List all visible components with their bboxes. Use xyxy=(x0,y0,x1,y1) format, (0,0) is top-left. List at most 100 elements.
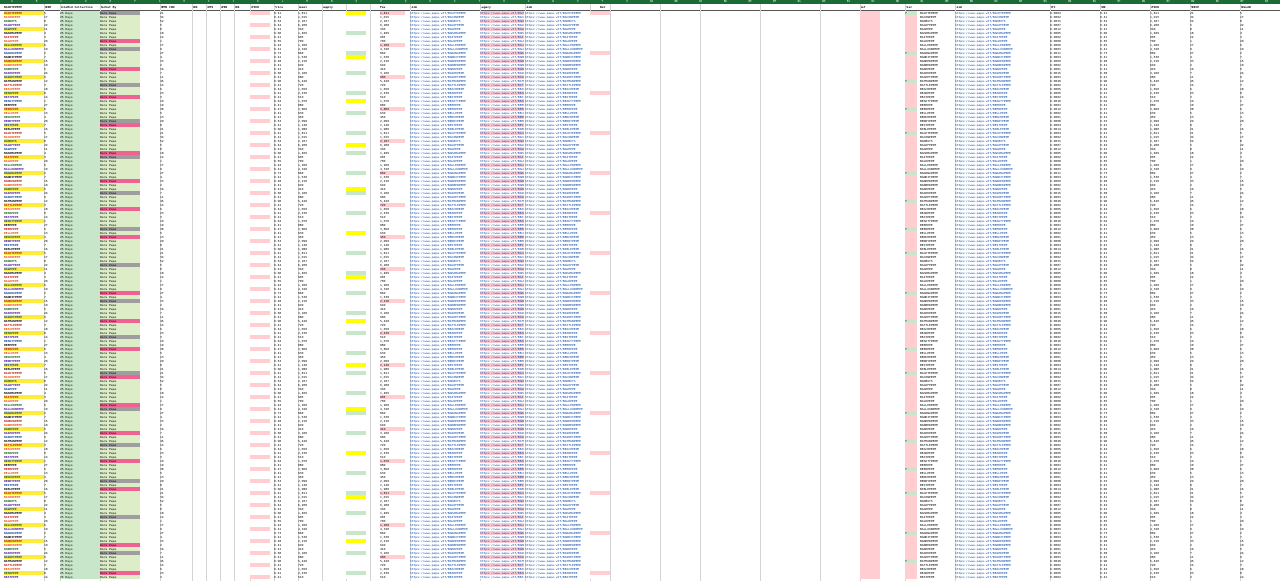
link-cell[interactable]: https://www.pepe.wtf/BATTLEPEPE xyxy=(410,203,478,207)
market-cell[interactable]: Rare Pepe xyxy=(100,211,140,215)
qty-cell[interactable]: 22 xyxy=(44,143,60,147)
qty-cell[interactable]: 1 xyxy=(44,99,60,103)
header-cell-w[interactable]: EUR xyxy=(1100,4,1120,10)
price-cell[interactable]: 0.41 xyxy=(274,215,294,219)
header-cell-l[interactable]: Resel xyxy=(298,4,318,10)
name-cell-2[interactable]: BAITPEPE xyxy=(920,155,954,159)
flag-cell[interactable] xyxy=(346,147,366,151)
qty-cell[interactable]: 7 xyxy=(44,243,60,247)
btc-cell[interactable]: 0.0002 xyxy=(1050,95,1090,99)
column-letter[interactable]: S xyxy=(443,0,467,4)
link-cell[interactable]: https://www.pepe.wtf/BANANAPEPE xyxy=(410,51,478,55)
name-cell-2[interactable]: BATTLEPEPE xyxy=(920,203,954,207)
fav-cell[interactable]: 1,140 xyxy=(380,243,405,247)
link-cell[interactable]: https://www.pepe.wtf/BAGOFPEPE xyxy=(410,143,478,147)
price-cell-2[interactable]: 16 xyxy=(1190,67,1234,71)
market-cell[interactable]: Rare Pepe xyxy=(100,15,140,19)
flag-cell[interactable] xyxy=(346,187,366,191)
stock-cell[interactable] xyxy=(250,163,270,167)
eur-cell[interactable]: 0.41 xyxy=(1100,195,1140,199)
stock-cell-2[interactable]: 510 xyxy=(1150,95,1188,99)
rel-cell[interactable] xyxy=(590,175,610,179)
rems-cell[interactable]: 23 xyxy=(160,91,190,95)
name-cell-2[interactable]: BACONPEPE xyxy=(920,15,954,19)
stock-cell[interactable] xyxy=(250,227,270,231)
ref-cell[interactable] xyxy=(860,31,880,35)
resel-cell[interactable]: 5,420 xyxy=(298,79,318,83)
resel-cell[interactable]: 860 xyxy=(298,171,318,175)
link-cell-2[interactable]: https://www.pepe.wtf/BATTLEPEPE xyxy=(525,83,589,87)
flag-cell[interactable] xyxy=(346,163,366,167)
market-cell[interactable]: Rare Pepe xyxy=(100,139,140,143)
resel-cell[interactable]: 1,650 xyxy=(298,207,318,211)
price-cell[interactable]: 0.41 xyxy=(274,63,294,67)
ref-cell[interactable] xyxy=(860,243,880,247)
collection-cell[interactable]: 25 Days xyxy=(60,211,100,215)
stock-cell-2[interactable]: 1,811 xyxy=(1150,131,1188,135)
market-cell[interactable]: Rare Pepe xyxy=(100,243,140,247)
link-cell[interactable]: https://www.pepe.wtf/BENCHPEPE xyxy=(410,235,478,239)
fav-cell[interactable]: 410 xyxy=(380,187,405,191)
eur-cell[interactable]: 0.47 xyxy=(1100,107,1140,111)
resel-cell[interactable]: 450 xyxy=(298,115,318,119)
collection-cell[interactable]: 25 Days xyxy=(60,47,100,51)
stock-cell[interactable] xyxy=(250,239,270,243)
fav-cell[interactable]: 3,100 xyxy=(380,191,405,195)
rems-cell[interactable]: 21 xyxy=(160,127,190,131)
name-cell-2[interactable]: BAGPEPE xyxy=(920,147,954,151)
price-cell[interactable]: 0.41 xyxy=(274,111,294,115)
link-cell-2[interactable]: https://www.pepe.wtf/BACKTEPEPE xyxy=(525,131,589,135)
link-cell-2[interactable]: https://www.pepe.wtf/BAGPEPE xyxy=(525,147,589,151)
btc-cell[interactable]: 0.0004 xyxy=(1050,123,1090,127)
collection-cell[interactable]: 25 Days xyxy=(60,199,100,203)
rel-cell[interactable] xyxy=(590,163,610,167)
link-cell-2[interactable]: https://www.pepe.wtf/BEATPEPE xyxy=(525,215,589,219)
rems-cell[interactable]: 18 xyxy=(160,151,190,155)
name-cell[interactable]: BANANAPEPE xyxy=(4,171,44,175)
name-cell[interactable]: BASEDPEPE xyxy=(4,191,44,195)
btc-cell[interactable]: 0.0008 xyxy=(1050,119,1090,123)
dollar-cell[interactable]: 14 xyxy=(1240,215,1276,219)
market-cell[interactable]: Rare Pepe xyxy=(100,107,140,111)
market-cell[interactable]: Rare Pepe xyxy=(100,99,140,103)
resel-cell[interactable]: 1,811 xyxy=(298,131,318,135)
price-cell[interactable]: 0.41 xyxy=(274,123,294,127)
link-cell-2[interactable]: https://www.pepe.wtf/BERRYPEPE xyxy=(525,239,589,243)
collection-cell[interactable]: 25 Days xyxy=(60,79,100,83)
dollar-cell[interactable]: 13 xyxy=(1240,111,1276,115)
price-cell-2[interactable]: 5 xyxy=(1190,23,1234,27)
flag-cell[interactable] xyxy=(346,67,366,71)
price-cell[interactable]: 0.58 xyxy=(274,71,294,75)
header-cell-i[interactable]: DOS xyxy=(234,4,248,10)
name-cell[interactable]: BAITPEPE xyxy=(4,155,44,159)
eur-cell[interactable]: 0.53 xyxy=(1100,239,1140,243)
stock-cell-2[interactable]: 1,140 xyxy=(1150,123,1188,127)
market-cell[interactable]: Rare Pepe xyxy=(100,71,140,75)
legacy-link-cell[interactable]: https://www.pepe.wtf/BESTPEPE xyxy=(480,123,524,127)
stock-cell[interactable] xyxy=(250,235,270,239)
table-row[interactable]: BADBOYS 8 25 Days Rare Pepe 52 0.52 2,107 2,107… xyxy=(0,139,1280,143)
name-cell[interactable]: BERRYPEPE xyxy=(4,119,44,123)
price-cell[interactable]: 0.47 xyxy=(274,107,294,111)
link-cell[interactable]: https://www.pepe.wtf/BEARPEPE xyxy=(410,91,478,95)
link-cell-3[interactable]: https://www.pepe.wtf/BAGPEPE xyxy=(955,27,1045,31)
price-cell-2[interactable]: 19 xyxy=(1190,219,1234,223)
table-row[interactable]: BAHAMAPEPE 4 25 Days Rare Pepe 18 0.60 1,409 1,… xyxy=(0,31,1280,35)
name-cell-2[interactable]: BANKERPEPE xyxy=(920,179,954,183)
resel-cell[interactable]: 510 xyxy=(298,575,318,579)
legacy-link-cell[interactable]: https://www.pepe.wtf/BEARPEPE xyxy=(480,91,524,95)
name-cell-2[interactable]: BALDPEPE xyxy=(920,159,954,163)
ref-cell[interactable] xyxy=(860,127,880,131)
qty-cell[interactable]: 10 xyxy=(44,63,60,67)
qty-cell[interactable]: 15 xyxy=(44,59,60,63)
qty-cell[interactable]: 5 xyxy=(44,131,60,135)
rems-cell[interactable]: 5 xyxy=(160,143,190,147)
table-row[interactable]: BELLPEPE 13 25 Days Rare Pepe 5 0.41 630 630 htt… xyxy=(0,111,1280,115)
price-cell-2[interactable]: 34 xyxy=(1190,15,1234,19)
tier-cell[interactable] xyxy=(905,143,917,147)
stock-cell-2[interactable]: 1,015 xyxy=(1150,15,1188,19)
price-cell[interactable]: 0.90 xyxy=(274,79,294,83)
tier-cell[interactable] xyxy=(905,127,917,131)
price-cell-2[interactable]: 14 xyxy=(1190,203,1234,207)
dollar-cell[interactable]: 2 xyxy=(1240,171,1276,175)
